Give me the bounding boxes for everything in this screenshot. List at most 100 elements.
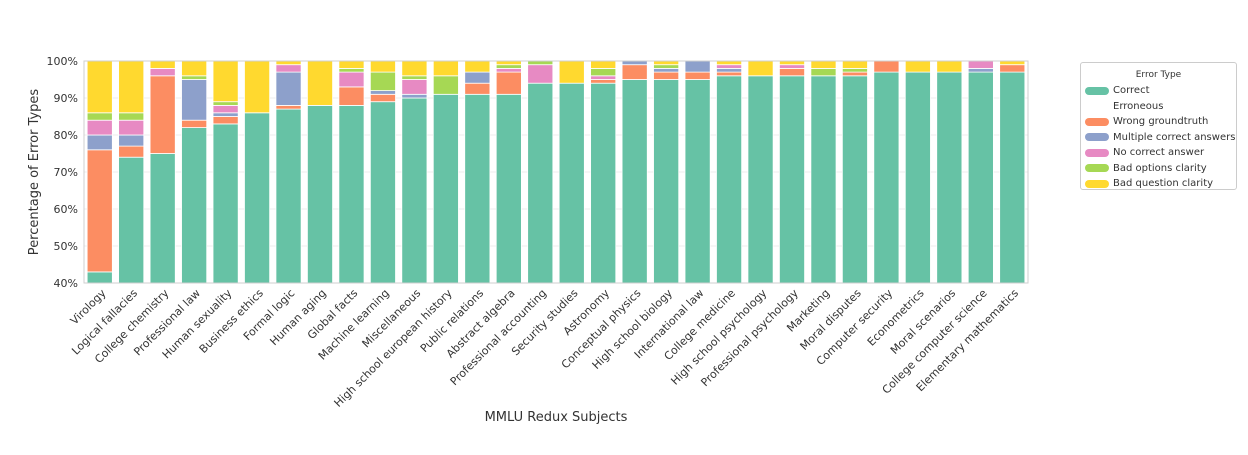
bar-segment-nocorrect	[495, 68, 522, 73]
y-tick-label: 100%	[47, 55, 78, 68]
bar-segment-multiple	[86, 134, 113, 151]
bar-segment-badoptions	[653, 64, 680, 69]
bar-segment-badquestion	[936, 60, 963, 73]
bar-segment-correct	[495, 93, 522, 284]
bar-segment-correct	[621, 79, 648, 284]
legend-swatch	[1085, 179, 1109, 188]
bar-segment-correct	[653, 79, 680, 284]
legend-swatch	[1085, 86, 1109, 95]
bar-segment-multiple	[967, 68, 994, 73]
y-tick-label: 40%	[54, 277, 78, 290]
bar-segment-nocorrect	[149, 68, 176, 77]
bar-segment-badquestion	[590, 60, 617, 69]
bar-segment-badoptions	[527, 60, 554, 66]
bar-segment-badoptions	[118, 112, 145, 121]
bar-segment-multiple	[369, 90, 396, 95]
bar-segment-badquestion	[841, 60, 868, 69]
bar-segment-badquestion	[495, 60, 522, 66]
bar-segment-correct	[338, 105, 365, 284]
bar-segment-correct	[936, 71, 963, 284]
bar-segment-multiple	[401, 93, 428, 99]
y-tick-label: 80%	[54, 129, 78, 142]
bar-segment-multiple	[684, 60, 711, 73]
bar-segment-wrong	[86, 149, 113, 273]
bar-segment-wrong	[999, 64, 1026, 73]
bar-segment-nocorrect	[118, 119, 145, 136]
bar-segment-badquestion	[653, 60, 680, 66]
bar-segment-badoptions	[432, 75, 459, 95]
bar-segment-multiple	[653, 68, 680, 73]
legend-label: Correct	[1113, 85, 1150, 96]
bar-segment-correct	[904, 71, 931, 284]
bar-segment-multiple	[716, 68, 743, 73]
bar-segment-wrong	[873, 60, 900, 73]
legend-swatch	[1085, 102, 1109, 110]
bar-segment-correct	[307, 105, 333, 284]
bar-segment-badquestion	[432, 60, 459, 77]
legend-label: Multiple correct answers	[1113, 131, 1236, 143]
bar-segment-wrong	[590, 79, 617, 84]
bar-segment-correct	[873, 71, 900, 284]
bar-segment-badoptions	[590, 68, 617, 77]
bar-segment-badquestion	[86, 60, 113, 114]
bar-segment-correct	[86, 271, 113, 284]
bar-segment-multiple	[181, 79, 208, 121]
bar-segment-correct	[149, 153, 176, 284]
bar-segment-nocorrect	[275, 64, 302, 73]
bar-segment-badquestion	[904, 60, 931, 73]
bar-segment-badoptions	[810, 68, 837, 77]
bar-segment-correct	[244, 112, 271, 284]
bar-segment-correct	[181, 127, 208, 284]
bar-segment-badquestion	[716, 60, 743, 66]
legend-item-nocorrect: No correct answer	[1085, 145, 1204, 160]
bar-segment-correct	[432, 93, 459, 284]
bar-segment-badquestion	[212, 60, 239, 103]
legend-title: Error Type	[1135, 70, 1182, 80]
y-tick-labels: 40% 50% 60% 70% 80% 90% 100%	[47, 55, 78, 290]
bar-segment-wrong	[338, 86, 365, 106]
bar-segment-correct	[527, 82, 554, 284]
bar-segment-wrong	[841, 71, 868, 77]
bar-segment-badquestion	[464, 60, 491, 73]
bar-segment-badquestion	[149, 60, 176, 69]
bar-segment-correct	[275, 108, 302, 284]
bars	[86, 60, 1026, 284]
bar-segment-wrong	[653, 71, 680, 80]
bar-segment-correct	[118, 156, 145, 284]
bar-segment-correct	[464, 93, 491, 284]
y-tick-label: 90%	[54, 92, 78, 105]
bar-segment-wrong	[181, 119, 208, 128]
bar-segment-badoptions	[181, 75, 208, 80]
legend-swatch	[1085, 164, 1109, 172]
bar-segment-correct	[684, 79, 711, 284]
legend-label: Erroneous	[1113, 100, 1164, 112]
bar-segment-correct	[716, 75, 743, 284]
bar-segment-badoptions	[495, 64, 522, 69]
bar-segment-wrong	[621, 64, 648, 80]
y-tick-label: 70%	[54, 166, 78, 179]
legend-label: Bad options clarity	[1113, 162, 1207, 174]
legend: Error Type Correct Erroneous Wrong groundt…	[1080, 62, 1237, 190]
legend-item-erroneous: Erroneous	[1085, 99, 1163, 114]
bar-segment-correct	[401, 97, 428, 284]
bar-segment-badquestion	[779, 60, 805, 66]
bar-segment-correct	[999, 71, 1026, 284]
bar-segment-badoptions	[401, 75, 428, 80]
bar-segment-badoptions	[86, 112, 113, 121]
bar-segment-wrong	[275, 105, 302, 110]
legend-item-multiple: Multiple correct answers	[1085, 130, 1235, 145]
plot-frame	[83, 60, 1029, 284]
bar-segment-wrong	[779, 68, 805, 77]
bar-segment-nocorrect	[527, 64, 554, 84]
bar-segment-wrong	[495, 71, 522, 95]
bar-segment-correct	[967, 71, 994, 284]
bar-segment-badquestion	[181, 60, 208, 77]
bar-segment-wrong	[716, 71, 743, 77]
bar-segment-nocorrect	[967, 60, 994, 69]
bar-segment-badquestion	[999, 60, 1026, 66]
bar-segment-nocorrect	[212, 105, 239, 114]
bar-segment-correct	[841, 75, 868, 284]
